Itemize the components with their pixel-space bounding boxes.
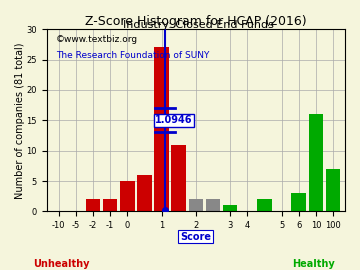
- Bar: [171, 144, 186, 211]
- Bar: [292, 193, 306, 211]
- Y-axis label: Number of companies (81 total): Number of companies (81 total): [15, 42, 25, 198]
- Bar: [206, 199, 220, 211]
- Bar: [223, 205, 238, 211]
- Text: Unhealthy: Unhealthy: [33, 259, 89, 269]
- Bar: [120, 181, 135, 211]
- Text: ©www.textbiz.org: ©www.textbiz.org: [56, 35, 138, 44]
- Bar: [103, 199, 117, 211]
- Text: 1.0946: 1.0946: [156, 115, 193, 125]
- Bar: [326, 169, 340, 211]
- Bar: [257, 199, 272, 211]
- Bar: [309, 114, 323, 211]
- Title: Z-Score Histogram for HCAP (2016): Z-Score Histogram for HCAP (2016): [85, 15, 307, 28]
- Bar: [86, 199, 100, 211]
- Text: Industry: Closed End Funds: Industry: Closed End Funds: [122, 20, 274, 30]
- X-axis label: Score: Score: [180, 231, 211, 241]
- Text: Healthy: Healthy: [292, 259, 334, 269]
- Bar: [137, 175, 152, 211]
- Bar: [189, 199, 203, 211]
- Text: The Research Foundation of SUNY: The Research Foundation of SUNY: [56, 51, 209, 60]
- Bar: [154, 48, 169, 211]
